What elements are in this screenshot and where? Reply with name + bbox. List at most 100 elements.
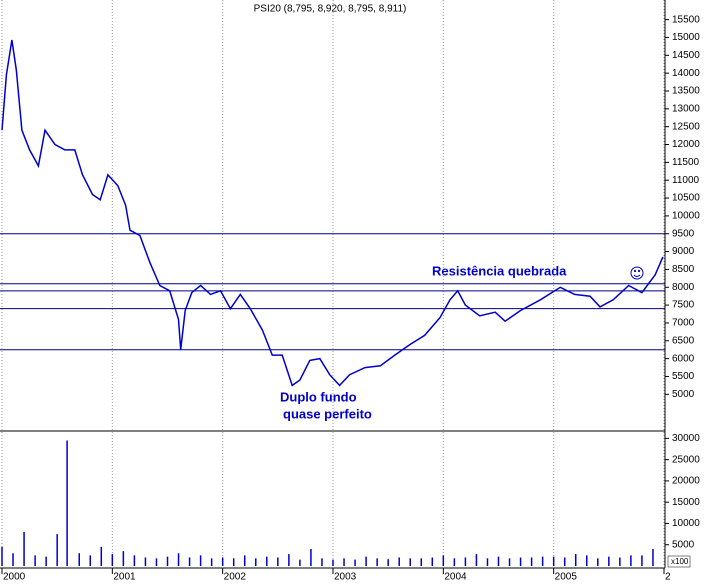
volume-bar (387, 559, 389, 566)
y-tick-label: 12000 (672, 139, 700, 150)
volume-bar (310, 548, 312, 566)
y-tick-label: 6500 (672, 335, 695, 346)
y-tick-label: 14500 (672, 50, 700, 61)
y-tick-label: 14000 (672, 68, 700, 79)
y-tick-label: 8000 (672, 282, 695, 293)
y-tick-label: 13000 (672, 103, 700, 114)
volume-bar (12, 553, 14, 566)
y-tick-label: 30000 (672, 433, 700, 444)
volume-bar (652, 548, 654, 566)
y-tick-label: 7000 (672, 318, 695, 329)
volume-bar (552, 556, 555, 566)
x-tick-label: 2005 (555, 572, 578, 582)
y-tick-label: 7500 (672, 300, 695, 311)
volume-bar (497, 556, 500, 566)
y-tick-label: 15500 (672, 14, 700, 25)
volume-bar (111, 554, 114, 566)
y-tick-label: 10000 (672, 518, 700, 529)
volume-bar (486, 558, 489, 566)
volume-bar (354, 559, 356, 566)
y-tick-label: 20000 (672, 476, 700, 487)
y-tick-label: 12500 (672, 121, 700, 132)
volume-bar (299, 559, 301, 566)
chart-title: PSI20 (8,795, 8,920, 8,795, 8,911) (254, 4, 407, 15)
y-tick-label: 10500 (672, 193, 700, 204)
volume-bar (243, 555, 246, 566)
volume-bar (541, 556, 544, 566)
volume-bar (586, 555, 588, 566)
x-tick-label: 2 (665, 572, 671, 582)
y-tick-label: 15000 (672, 32, 700, 43)
y-tick-label: 5500 (672, 371, 695, 382)
volume-bar (255, 558, 257, 566)
volume-bar (221, 557, 224, 566)
volume-bar (530, 557, 533, 566)
volume-bar (166, 556, 169, 566)
volume-bar (574, 554, 577, 566)
volume-bar (100, 546, 103, 566)
volume-bar (23, 531, 25, 566)
y-tick-label: 5000 (672, 389, 695, 400)
y-tick-label: 10000 (672, 211, 700, 222)
y-tick-label: 8500 (672, 264, 695, 275)
y-tick-label: 9000 (672, 246, 695, 257)
volume-bar (210, 558, 213, 566)
volume-bar (266, 556, 268, 566)
y-axis-unit: x100 (671, 557, 689, 566)
volume-bar (343, 558, 345, 566)
volume-bar (420, 558, 423, 566)
x-tick-label: 2000 (3, 572, 26, 582)
volume-bar (475, 554, 478, 566)
volume-bar (144, 557, 147, 566)
volume-bar (442, 555, 445, 566)
y-tick-label: 13500 (672, 86, 700, 97)
volume-bar (332, 559, 334, 566)
y-tick-label: 9500 (672, 228, 695, 239)
volume-bar (155, 558, 158, 566)
annotation: Duplo fundo (280, 389, 357, 404)
volume-bar (563, 557, 566, 566)
volume-bar (277, 557, 279, 566)
x-tick-label: 2004 (444, 572, 467, 582)
volume-bar (464, 557, 467, 566)
volume-bar (66, 440, 68, 566)
volume-bar (45, 556, 47, 566)
y-tick-label: 11000 (672, 175, 700, 186)
x-tick-label: 2001 (113, 572, 136, 582)
volume-bar (431, 557, 434, 566)
volume-bar (453, 558, 456, 566)
volume-bar (122, 551, 125, 566)
y-tick-label: 6000 (672, 353, 695, 364)
volume-bar (288, 554, 290, 566)
volume-bar (199, 555, 202, 566)
x-tick-label: 2003 (334, 572, 357, 582)
volume-bar (188, 557, 191, 566)
volume-bar (508, 558, 511, 566)
volume-bar (519, 557, 522, 566)
y-tick-label: 11500 (672, 157, 700, 168)
volume-bar (619, 557, 621, 566)
volume-bar (78, 553, 80, 566)
volume-bar (232, 558, 235, 566)
unit-box (667, 555, 691, 568)
volume-bar (641, 555, 643, 566)
volume-bar (365, 556, 367, 566)
volume-bar (608, 556, 610, 566)
y-tick-label: 15000 (672, 497, 700, 508)
y-tick-label: 25000 (672, 454, 700, 465)
volume-bar (321, 558, 323, 566)
price-line (1, 39, 664, 387)
volume-bar (89, 555, 92, 566)
volume-bar (398, 557, 400, 566)
volume-bar (34, 555, 36, 566)
volume-bar (630, 555, 632, 566)
smiley (630, 266, 644, 280)
annotation: Resistência quebrada (432, 263, 567, 278)
y-tick-label: 5000 (672, 539, 695, 550)
volume-bar (409, 558, 411, 566)
volume-bar (56, 534, 58, 566)
x-tick-label: 2002 (224, 572, 247, 582)
volume-bar (177, 553, 180, 566)
volume-bar (597, 558, 599, 566)
